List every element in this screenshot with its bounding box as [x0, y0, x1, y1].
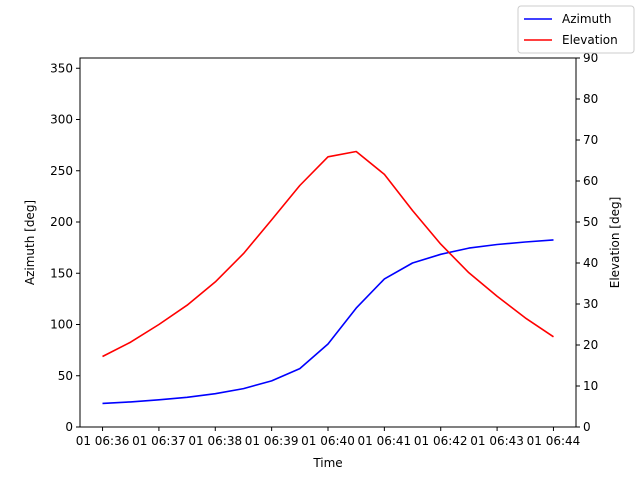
y-left-tick-label: 350 [50, 61, 73, 75]
series-line-azimuth [102, 239, 554, 405]
y-left-tick-label: 100 [50, 318, 73, 332]
y-left-tick-label: 300 [50, 113, 73, 127]
x-tick-label: 01 06:39 [245, 434, 299, 448]
y-left-tick-label: 250 [50, 164, 73, 178]
x-tick-label: 01 06:38 [188, 434, 242, 448]
y-right-tick-label: 20 [583, 338, 598, 352]
y-left-tick-label: 50 [58, 369, 73, 383]
legend-label: Azimuth [562, 12, 611, 26]
y-left-tick-label: 150 [50, 266, 73, 280]
axes: 01 06:36 01 06:37 01 06:38 01 06:39 01 06:40… [23, 51, 622, 470]
y-right-tick-label: 40 [583, 256, 598, 270]
legend-label: Elevation [562, 33, 618, 47]
series-line-elevation [102, 150, 554, 358]
series-lines [102, 150, 554, 405]
x-axis-label: Time [312, 456, 342, 470]
plot-frame [79, 57, 577, 428]
y-right-tick-label: 0 [583, 420, 591, 434]
x-tick-label: 01 06:42 [414, 434, 468, 448]
y-right-tick-label: 70 [583, 133, 598, 147]
y-right-tick-label: 90 [583, 51, 598, 65]
y-left-tick-label: 0 [65, 420, 73, 434]
y-right-tick-label: 10 [583, 379, 598, 393]
x-tick-label: 01 06:37 [132, 434, 186, 448]
x-tick-label: 01 06:36 [76, 434, 130, 448]
x-tick-label: 01 06:41 [358, 434, 412, 448]
legend: Azimuth Elevation [517, 5, 635, 54]
y-left-tick-label: 200 [50, 215, 73, 229]
x-tick-label: 01 06:43 [470, 434, 524, 448]
legend-box [517, 5, 635, 54]
y-right-tick-label: 60 [583, 174, 598, 188]
y-left-axis-label: Azimuth [deg] [23, 200, 37, 285]
y-right-tick-label: 50 [583, 215, 598, 229]
y-right-tick-label: 30 [583, 297, 598, 311]
y-right-axis-label: Elevation [deg] [608, 197, 622, 289]
x-tick-label: 01 06:40 [301, 434, 355, 448]
x-tick-label: 01 06:44 [527, 434, 581, 448]
y-right-tick-label: 80 [583, 92, 598, 106]
